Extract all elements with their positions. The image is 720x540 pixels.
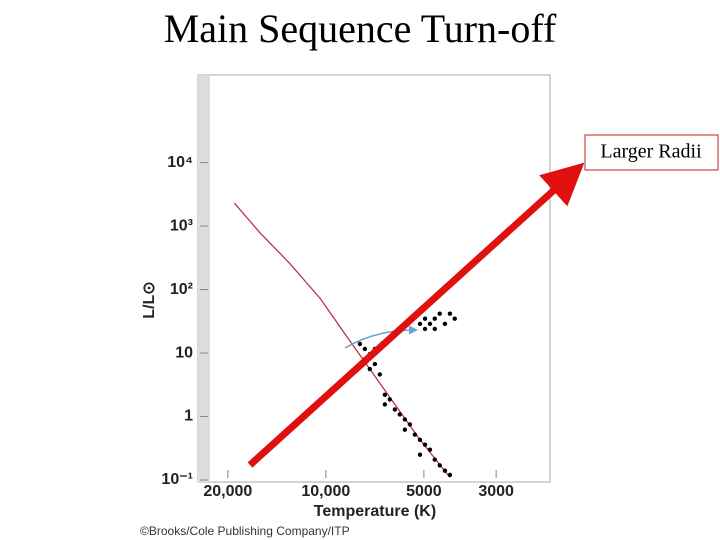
x-tick-label: 20,000 (203, 483, 252, 500)
star-point (437, 311, 442, 316)
star-point (452, 316, 457, 321)
y-tick-label: 10² (170, 281, 193, 298)
star-point (397, 412, 402, 417)
title: Main Sequence Turn-off (164, 6, 557, 51)
star-point (417, 452, 423, 457)
star-point (372, 361, 378, 367)
star-point (427, 447, 433, 452)
star-point (402, 427, 408, 432)
x-tick-label: 10,000 (301, 483, 350, 500)
star-point (402, 417, 408, 422)
star-point (412, 432, 418, 437)
star-point (417, 321, 423, 326)
panel-strip (198, 75, 210, 482)
star-point (367, 366, 372, 372)
star-point (422, 442, 428, 447)
y-tick-label: 10⁴ (167, 154, 193, 171)
star-point (407, 422, 413, 427)
star-point (442, 321, 448, 326)
star-point (377, 372, 382, 377)
annotation-arrow (247, 162, 585, 468)
star-point (387, 397, 393, 402)
star-point (447, 472, 453, 478)
star-point (362, 346, 368, 352)
x-tick-label: 5000 (406, 483, 442, 500)
annotation: Larger Radii (600, 141, 702, 163)
y-tick-label: 1 (184, 408, 193, 425)
star-point (382, 392, 388, 397)
star-point (427, 321, 433, 326)
y-axis-label: L/L⊙ (141, 281, 158, 318)
y-tick-label: 10³ (170, 217, 193, 234)
y-tick-label: 10 (175, 344, 193, 361)
star-point (437, 463, 442, 468)
star-point (422, 326, 428, 332)
plot-panel (197, 74, 551, 483)
credit: ©Brooks/Cole Publishing Company/ITP (140, 524, 350, 538)
star-point (442, 468, 448, 473)
star-point (382, 402, 388, 407)
star-point (432, 457, 437, 462)
x-axis-label: Temperature (K) (314, 503, 436, 520)
star-point (447, 311, 453, 316)
star-point (422, 316, 428, 321)
star-point (357, 341, 363, 347)
star-point (392, 407, 398, 412)
star-point (432, 326, 437, 332)
star-point (417, 437, 423, 442)
y-tick-label: 10⁻¹ (161, 471, 193, 488)
plot: 10⁻¹ 1 10 10² 10³ 10⁴ 20,000 10,000 5000 3000 (161, 154, 514, 500)
annotation-box (584, 134, 719, 171)
evolution-arrow (344, 325, 418, 349)
x-tick-label: 3000 (478, 483, 514, 500)
isochrone-line (233, 202, 451, 478)
star-point (432, 316, 437, 321)
